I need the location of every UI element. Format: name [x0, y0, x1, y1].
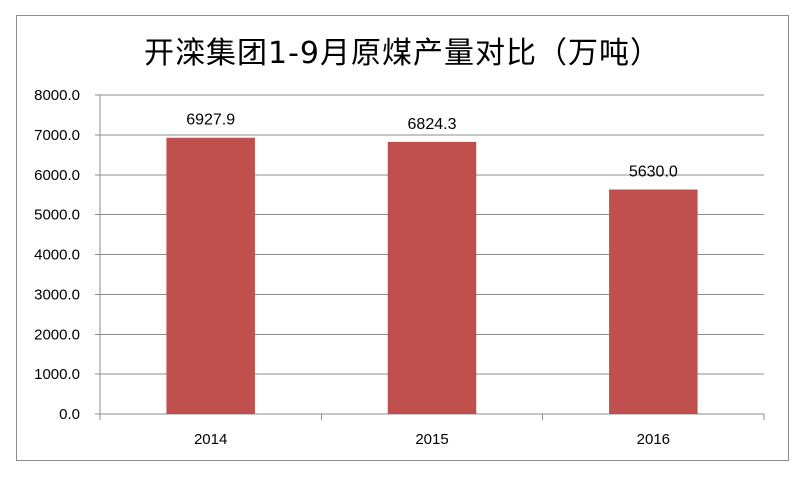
y-tick-label: 5000.0 [34, 207, 80, 224]
x-tick-label: 2014 [194, 431, 227, 448]
y-tick-label: 7000.0 [34, 127, 80, 144]
chart-frame [16, 15, 789, 461]
bar [387, 141, 477, 414]
y-tick-label: 1000.0 [34, 366, 80, 383]
y-tick-label: 8000.0 [34, 87, 80, 104]
data-label: 5630.0 [629, 164, 678, 181]
bar [166, 137, 255, 414]
x-tick-label: 2015 [415, 431, 448, 448]
chart-title: 开滦集团1-9月原煤产量对比（万吨） [144, 36, 661, 71]
data-label: 6824.3 [408, 116, 457, 133]
y-tick-label: 6000.0 [34, 167, 80, 184]
x-tick-label: 2016 [637, 431, 670, 448]
y-tick-label: 4000.0 [34, 247, 80, 264]
bar [609, 189, 698, 414]
y-tick-label: 0.0 [59, 406, 80, 423]
data-label: 6927.9 [186, 112, 235, 129]
y-tick-label: 2000.0 [34, 326, 80, 343]
y-tick-label: 3000.0 [34, 286, 80, 303]
